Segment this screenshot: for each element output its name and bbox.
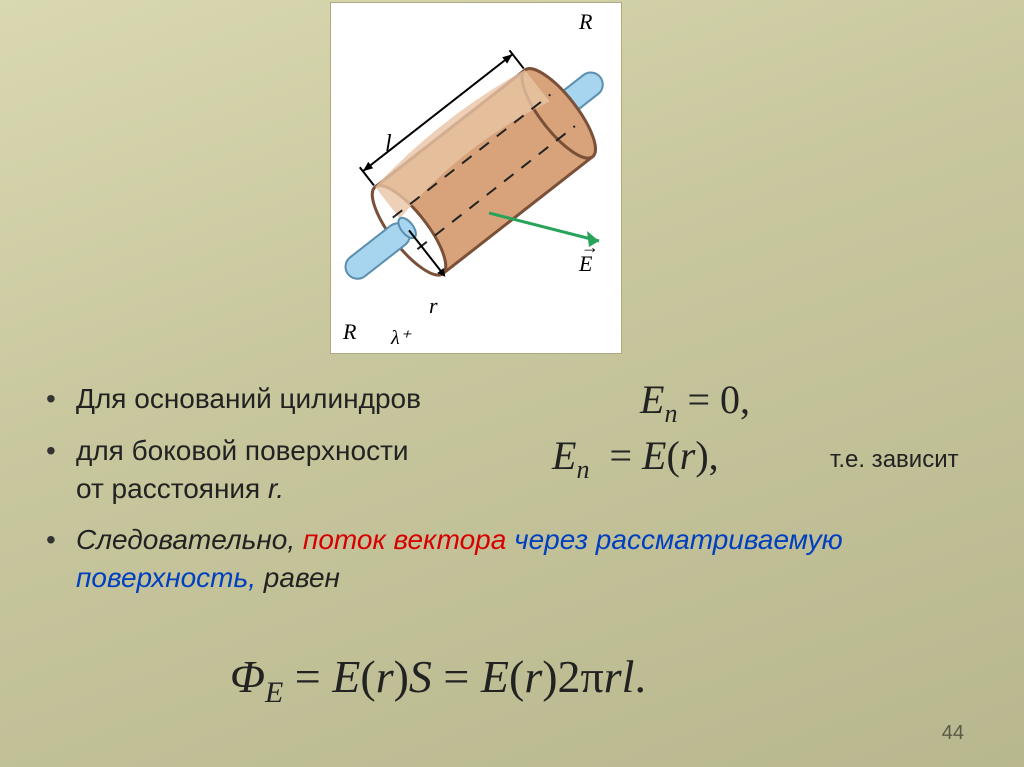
eq3-sub: E bbox=[265, 676, 283, 709]
eq3-phi: Φ bbox=[230, 651, 265, 702]
label-R-top: R bbox=[579, 9, 592, 35]
bullet-3: Следовательно, поток вектора через рассм… bbox=[40, 521, 980, 597]
equation-En-zero: En = 0, bbox=[640, 376, 750, 429]
page-number: 44 bbox=[942, 722, 964, 745]
cylinder-figure: R R l r λ⁺ E→ bbox=[330, 2, 622, 354]
label-r: r bbox=[429, 293, 438, 319]
equation-note: т.е. зависит bbox=[830, 446, 959, 474]
equation-flux: ΦE = E(r)S = E(r)2πrl. bbox=[230, 650, 646, 710]
bullet-list: Для оснований цилиндров для боковой пове… bbox=[40, 380, 980, 611]
bullet-2-line2a: от расстояния bbox=[76, 473, 268, 504]
label-lambda: λ⁺ bbox=[391, 325, 410, 350]
equation-En-Er: En = E(r), bbox=[552, 432, 719, 485]
bullet-3-c: равен bbox=[264, 562, 340, 593]
label-E-vector: E→ bbox=[579, 251, 592, 277]
bullet-2-line1: для боковой поверхности bbox=[76, 435, 409, 466]
slide: R R l r λ⁺ E→ Для оснований цилиндров дл… bbox=[0, 0, 1024, 767]
bullet-1: Для оснований цилиндров bbox=[40, 380, 980, 418]
label-l: l bbox=[385, 131, 392, 158]
bullet-3-a: Следовательно, bbox=[76, 524, 303, 555]
bullet-1-text: Для оснований цилиндров bbox=[76, 383, 421, 414]
bullet-2-r: r. bbox=[268, 473, 284, 504]
bullet-3-red: поток вектора bbox=[303, 524, 514, 555]
cylinder-svg bbox=[331, 3, 621, 353]
label-R-bottom: R bbox=[343, 319, 356, 345]
